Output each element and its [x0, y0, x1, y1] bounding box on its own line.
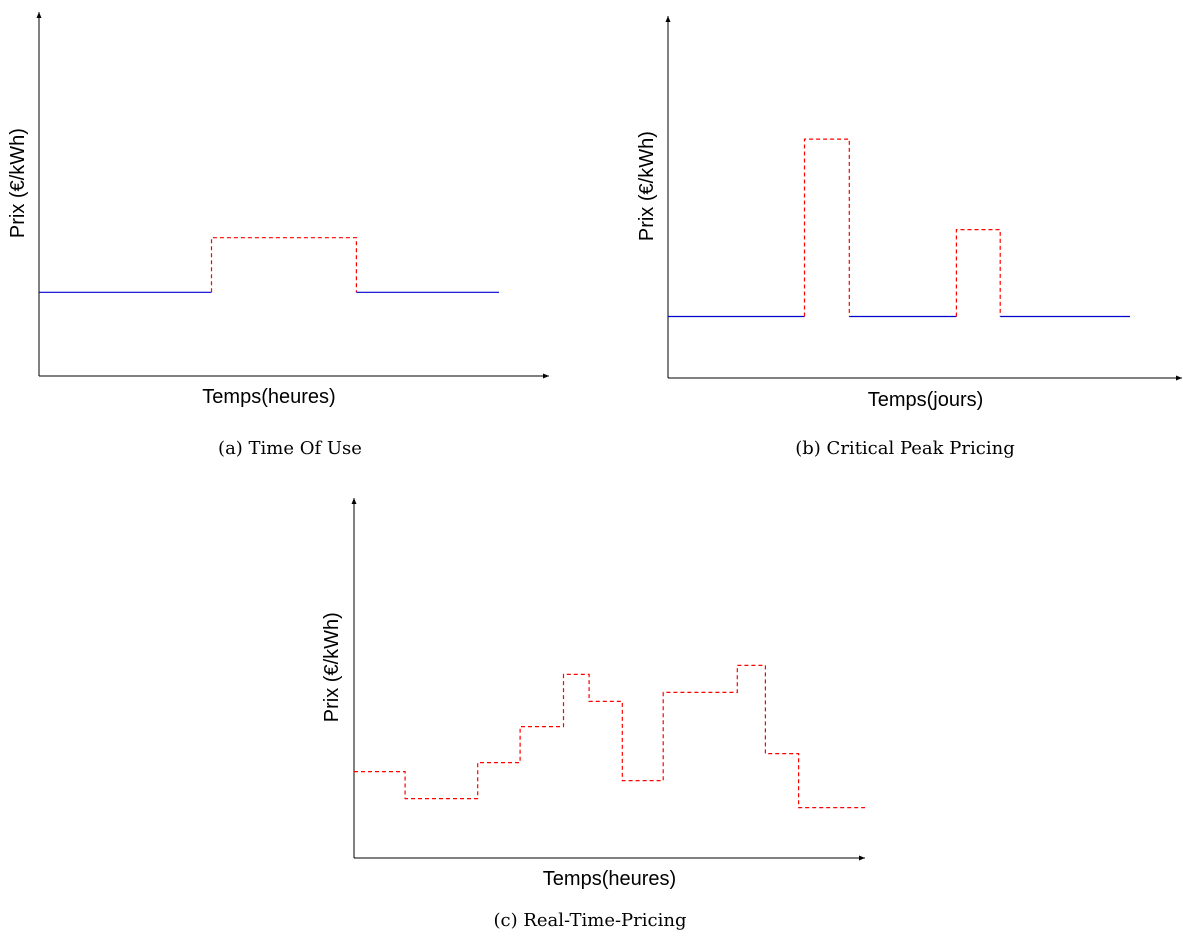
x-axis-arrow — [543, 373, 549, 379]
x-axis-label: Temps(jours) — [868, 389, 984, 411]
chart-c: Temps(heures) Prix (€/kWh) — [321, 498, 865, 890]
chart-b: Temps(jours) Prix (€/kWh) — [636, 16, 1182, 411]
series-segment-1 — [210, 237, 357, 293]
x-axis-label: Temps(heures) — [543, 868, 676, 890]
y-axis-arrow — [665, 16, 671, 22]
y-axis-arrow — [36, 12, 42, 18]
caption-a: (a) Time Of Use — [218, 438, 362, 459]
y-axis-label: Prix (€/kWh) — [321, 612, 343, 722]
axes — [36, 12, 549, 379]
series-segment-1 — [803, 138, 850, 317]
y-axis-label: Prix (€/kWh) — [7, 128, 29, 238]
axes — [351, 498, 865, 861]
chart-panel-b: Temps(jours) Prix (€/kWh) — [600, 0, 1183, 420]
x-axis-arrow — [1176, 375, 1182, 381]
x-axis-arrow — [859, 855, 865, 861]
y-axis-label: Prix (€/kWh) — [636, 131, 658, 241]
series-segment-3 — [955, 229, 1001, 317]
series-segment-0 — [354, 664, 865, 809]
axes — [665, 16, 1182, 381]
x-axis-label: Temps(heures) — [202, 386, 335, 408]
caption-b: (b) Critical Peak Pricing — [795, 438, 1015, 459]
chart-a: Temps(heures) Prix (€/kWh) — [7, 12, 549, 408]
chart-panel-c: Temps(heures) Prix (€/kWh) — [300, 480, 880, 900]
caption-c: (c) Real-Time-Pricing — [493, 910, 687, 931]
chart-panel-a: Temps(heures) Prix (€/kWh) — [0, 0, 580, 420]
y-axis-arrow — [351, 498, 357, 504]
